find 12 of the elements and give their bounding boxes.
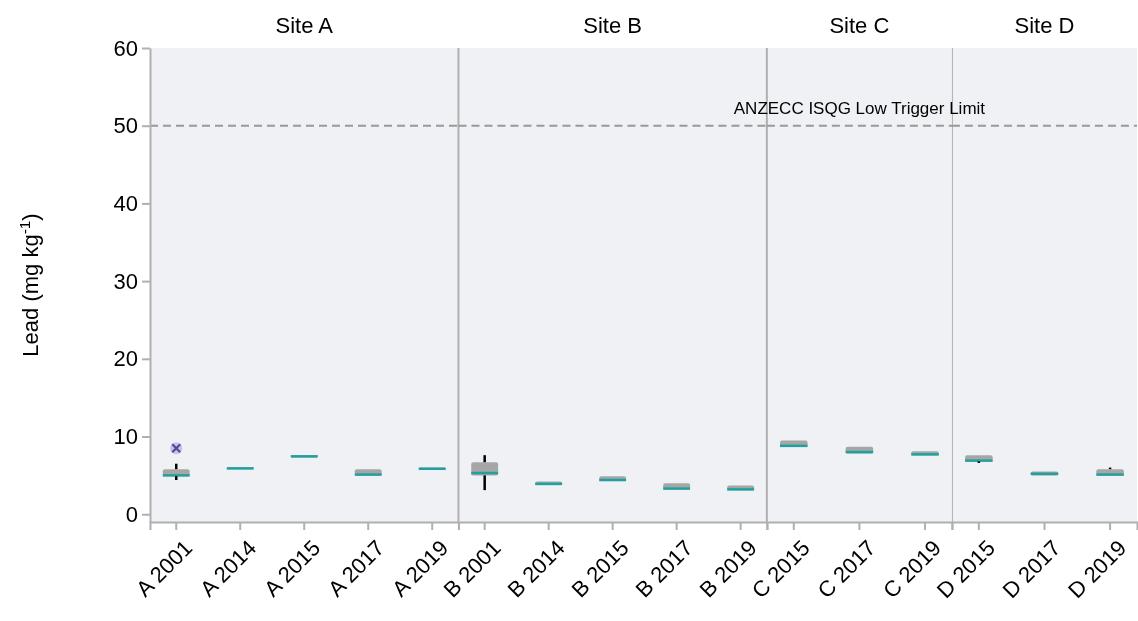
y-tick-label: 30: [113, 268, 138, 294]
chart-title: Site B: [583, 13, 643, 38]
chart-title: Site D: [1014, 13, 1075, 38]
chart-title: Site A: [275, 13, 334, 38]
y-tick-label: 10: [113, 424, 138, 450]
y-tick-label: 60: [113, 35, 138, 61]
y-tick-label: 20: [113, 346, 138, 372]
chart-title: Site C: [829, 13, 890, 38]
ref-line-label: ANZECC ISQG Low Trigger Limit: [733, 98, 986, 118]
y-tick-label: 0: [125, 501, 138, 527]
y-tick-label: 40: [113, 190, 138, 216]
y-tick-label: 50: [113, 113, 138, 139]
